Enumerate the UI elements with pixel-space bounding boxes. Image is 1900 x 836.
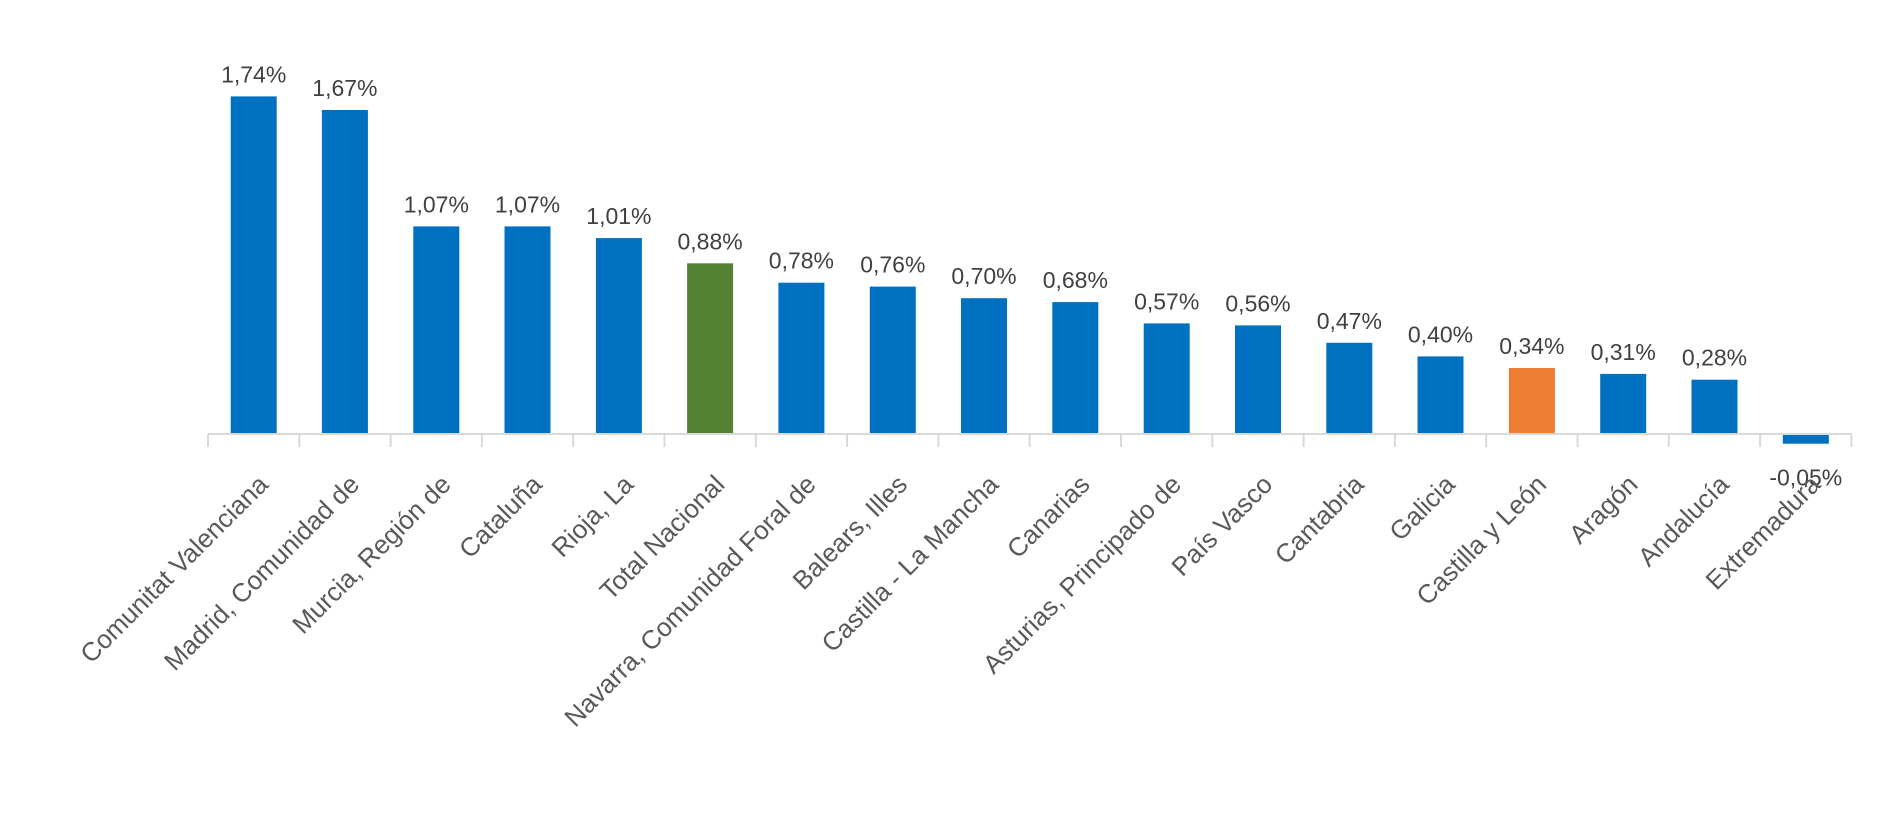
category-label-cantabria: Cantabria bbox=[1269, 469, 1370, 570]
category-label-galicia: Galicia bbox=[1383, 469, 1461, 547]
bar-andalucia bbox=[1691, 379, 1738, 434]
data-label-total-nacional: 0,88% bbox=[677, 228, 742, 254]
data-label-extremadura: -0,05% bbox=[1769, 465, 1842, 491]
bar-murcia-region-de bbox=[413, 226, 460, 434]
bar-galicia bbox=[1417, 356, 1464, 434]
data-label-balears-illes: 0,76% bbox=[860, 252, 925, 278]
data-label-cantabria: 0,47% bbox=[1317, 308, 1382, 334]
bar-extremadura bbox=[1782, 434, 1829, 444]
data-label-murcia-region-de: 1,07% bbox=[404, 191, 469, 217]
bar-balears-illes bbox=[869, 286, 916, 434]
data-label-asturias-principado-de: 0,57% bbox=[1134, 288, 1199, 314]
data-label-canarias: 0,68% bbox=[1043, 267, 1108, 293]
data-label-cataluna: 1,07% bbox=[495, 191, 560, 217]
data-label-navarra-comunidad-foral-de: 0,78% bbox=[769, 248, 834, 274]
bar-navarra-comunidad-foral-de bbox=[778, 282, 825, 434]
bar-cataluna bbox=[504, 226, 551, 434]
data-label-aragon: 0,31% bbox=[1591, 339, 1656, 365]
x-axis bbox=[207, 433, 1853, 447]
bar-canarias bbox=[1052, 302, 1099, 434]
category-label-rioja-la: Rioja, La bbox=[545, 469, 639, 563]
data-label-rioja-la: 1,01% bbox=[586, 203, 651, 229]
data-label-galicia: 0,40% bbox=[1408, 321, 1473, 347]
bar-pais-vasco bbox=[1235, 325, 1281, 434]
data-label-madrid-comunidad-de: 1,67% bbox=[312, 75, 377, 101]
bars-group bbox=[230, 96, 1829, 444]
bar-castilla-y-leon bbox=[1508, 368, 1555, 434]
category-label-murcia-region-de: Murcia, Región de bbox=[286, 469, 456, 639]
bar-cantabria bbox=[1326, 342, 1373, 434]
data-label-comunitat-valenciana: 1,74% bbox=[221, 61, 286, 87]
data-label-andalucia: 0,28% bbox=[1682, 345, 1747, 371]
data-label-castilla-la-mancha: 0,70% bbox=[951, 263, 1016, 289]
data-label-castilla-y-leon: 0,34% bbox=[1499, 333, 1564, 359]
bar-madrid-comunidad-de bbox=[321, 110, 368, 434]
bar-asturias-principado-de bbox=[1143, 323, 1190, 434]
bar-castilla-la-mancha bbox=[961, 298, 1007, 434]
data-label-pais-vasco: 0,56% bbox=[1225, 290, 1290, 316]
category-label-aragon: Aragón bbox=[1563, 469, 1643, 549]
data-labels-group: 1,74% 1,67% 1,07% 1,07% 1,01% 0,88% 0,78% 0,76%… bbox=[221, 61, 1842, 490]
bar-total-nacional bbox=[687, 263, 734, 434]
bar-rioja-la bbox=[595, 238, 642, 434]
category-label-castilla-la-mancha: Castilla - La Mancha bbox=[815, 469, 1004, 658]
category-label-cataluna: Cataluña bbox=[453, 469, 548, 564]
bar-aragon bbox=[1600, 373, 1647, 434]
category-label-canarias: Canarias bbox=[1001, 469, 1096, 564]
bar-comunitat-valenciana bbox=[230, 96, 277, 435]
